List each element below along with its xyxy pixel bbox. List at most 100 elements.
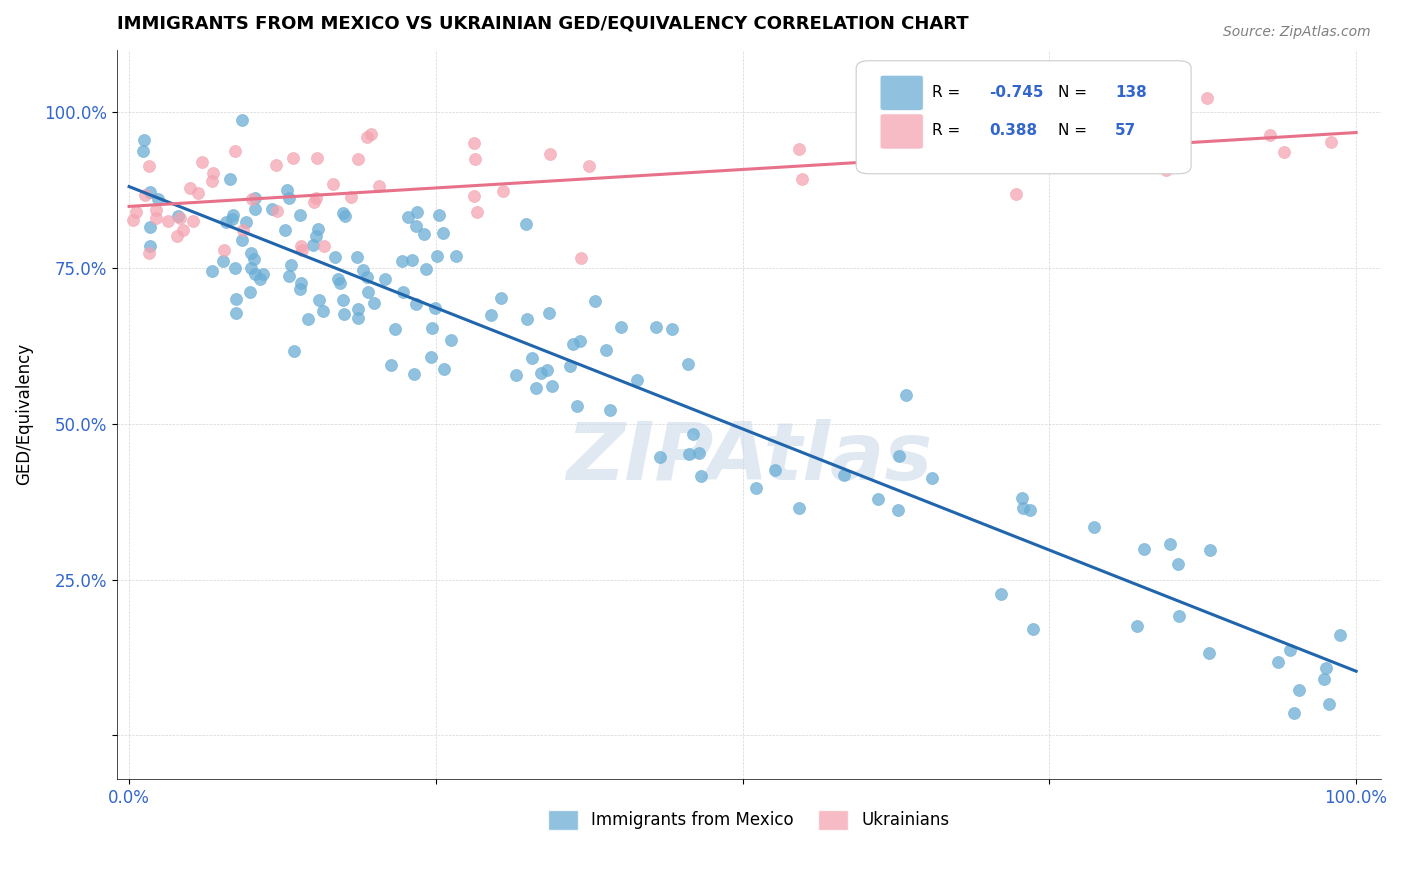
Point xyxy=(187,186,209,201)
Point xyxy=(243,202,266,216)
Point xyxy=(676,357,699,371)
Point xyxy=(1267,655,1289,669)
Point xyxy=(489,291,512,305)
Point xyxy=(356,130,378,145)
Point xyxy=(281,151,304,165)
Point xyxy=(297,312,319,326)
Point xyxy=(352,263,374,277)
Point xyxy=(745,481,768,495)
Point xyxy=(201,174,224,188)
Point xyxy=(312,239,335,253)
Point xyxy=(240,245,263,260)
Point xyxy=(307,221,329,235)
Point xyxy=(661,322,683,336)
Point xyxy=(290,277,312,291)
Point xyxy=(332,206,354,220)
FancyBboxPatch shape xyxy=(880,75,924,111)
Point xyxy=(225,306,247,320)
Text: ZIPAtlas: ZIPAtlas xyxy=(565,419,932,497)
Point xyxy=(121,213,143,227)
Point xyxy=(290,208,312,222)
Point xyxy=(1329,628,1351,642)
Point xyxy=(626,373,648,387)
Point xyxy=(1154,163,1177,178)
Point xyxy=(224,144,246,158)
Point xyxy=(420,350,443,364)
Point xyxy=(868,491,890,506)
Point xyxy=(249,271,271,285)
FancyBboxPatch shape xyxy=(856,61,1191,174)
Point xyxy=(423,301,446,315)
Text: 138: 138 xyxy=(1115,85,1147,100)
Point xyxy=(599,403,621,417)
Point xyxy=(252,268,274,282)
Point xyxy=(283,344,305,359)
Point xyxy=(1317,697,1340,711)
Point xyxy=(538,146,561,161)
Point xyxy=(356,270,378,285)
Point xyxy=(224,260,246,275)
Point xyxy=(240,193,263,207)
Point xyxy=(212,243,235,257)
Point xyxy=(832,468,855,483)
Text: N =: N = xyxy=(1059,85,1092,100)
Point xyxy=(562,336,585,351)
Point xyxy=(1168,609,1191,624)
Point xyxy=(202,166,225,180)
Point xyxy=(276,183,298,197)
Point xyxy=(169,211,191,225)
FancyBboxPatch shape xyxy=(880,114,924,149)
Point xyxy=(1005,187,1028,202)
Point xyxy=(304,194,326,209)
Point xyxy=(1012,501,1035,516)
Point xyxy=(219,172,242,186)
Point xyxy=(678,447,700,461)
Point xyxy=(332,293,354,307)
Point xyxy=(1011,491,1033,505)
Point xyxy=(280,258,302,272)
Point xyxy=(401,253,423,268)
Point xyxy=(225,293,247,307)
Point xyxy=(1313,672,1336,686)
Point xyxy=(467,205,489,219)
Point xyxy=(222,208,245,222)
Point xyxy=(889,450,911,464)
Point xyxy=(302,237,325,252)
Point xyxy=(789,143,811,157)
Point xyxy=(346,152,368,166)
Point xyxy=(232,223,254,237)
Point xyxy=(650,450,672,464)
Point xyxy=(1126,619,1149,633)
Point xyxy=(139,219,162,234)
Point xyxy=(1279,643,1302,657)
Point xyxy=(277,268,299,283)
Point xyxy=(357,285,380,300)
Point xyxy=(391,254,413,268)
Point xyxy=(139,185,162,199)
Point xyxy=(405,296,427,310)
Point xyxy=(291,243,314,257)
Point xyxy=(305,229,328,244)
Point xyxy=(179,180,201,194)
Legend: Immigrants from Mexico, Ukrainians: Immigrants from Mexico, Ukrainians xyxy=(541,804,956,836)
Point xyxy=(201,264,224,278)
Point xyxy=(288,282,311,296)
Point xyxy=(427,207,450,221)
Point xyxy=(325,250,347,264)
Point xyxy=(305,191,328,205)
Point xyxy=(132,133,155,147)
Text: N =: N = xyxy=(1059,123,1092,138)
Point xyxy=(1156,146,1178,161)
Point xyxy=(392,285,415,299)
Point xyxy=(340,190,363,204)
Point xyxy=(260,202,283,217)
Point xyxy=(1258,128,1281,143)
Point xyxy=(524,381,547,395)
Point xyxy=(1288,682,1310,697)
Point xyxy=(763,463,786,477)
Point xyxy=(221,211,243,226)
Point xyxy=(360,127,382,141)
Point xyxy=(363,296,385,310)
Point xyxy=(1320,135,1343,149)
Point xyxy=(1198,646,1220,660)
